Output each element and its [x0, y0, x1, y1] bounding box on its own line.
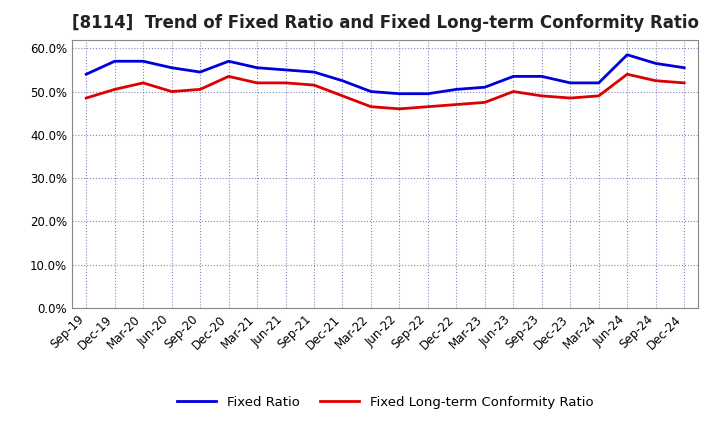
Fixed Long-term Conformity Ratio	[452, 102, 461, 107]
Line: Fixed Long-term Conformity Ratio: Fixed Long-term Conformity Ratio	[86, 74, 684, 109]
Fixed Ratio	[366, 89, 375, 94]
Fixed Ratio	[310, 70, 318, 75]
Fixed Ratio	[480, 84, 489, 90]
Fixed Ratio	[253, 65, 261, 70]
Fixed Long-term Conformity Ratio	[167, 89, 176, 94]
Fixed Ratio	[82, 72, 91, 77]
Fixed Long-term Conformity Ratio	[310, 82, 318, 88]
Fixed Ratio	[595, 80, 603, 85]
Fixed Ratio	[167, 65, 176, 70]
Fixed Long-term Conformity Ratio	[566, 95, 575, 101]
Fixed Long-term Conformity Ratio	[652, 78, 660, 83]
Fixed Ratio	[282, 67, 290, 73]
Fixed Long-term Conformity Ratio	[110, 87, 119, 92]
Line: Fixed Ratio: Fixed Ratio	[86, 55, 684, 94]
Fixed Ratio	[652, 61, 660, 66]
Fixed Ratio	[680, 65, 688, 70]
Fixed Long-term Conformity Ratio	[623, 72, 631, 77]
Fixed Long-term Conformity Ratio	[282, 80, 290, 85]
Fixed Long-term Conformity Ratio	[253, 80, 261, 85]
Fixed Ratio	[566, 80, 575, 85]
Legend: Fixed Ratio, Fixed Long-term Conformity Ratio: Fixed Ratio, Fixed Long-term Conformity …	[171, 391, 599, 414]
Fixed Ratio	[509, 74, 518, 79]
Fixed Ratio	[537, 74, 546, 79]
Fixed Ratio	[225, 59, 233, 64]
Fixed Long-term Conformity Ratio	[395, 106, 404, 111]
Fixed Ratio	[423, 91, 432, 96]
Fixed Ratio	[395, 91, 404, 96]
Fixed Long-term Conformity Ratio	[537, 93, 546, 99]
Fixed Long-term Conformity Ratio	[680, 80, 688, 85]
Fixed Long-term Conformity Ratio	[82, 95, 91, 101]
Fixed Long-term Conformity Ratio	[366, 104, 375, 109]
Fixed Ratio	[139, 59, 148, 64]
Fixed Long-term Conformity Ratio	[196, 87, 204, 92]
Fixed Ratio	[623, 52, 631, 57]
Fixed Long-term Conformity Ratio	[139, 80, 148, 85]
Title: [8114]  Trend of Fixed Ratio and Fixed Long-term Conformity Ratio: [8114] Trend of Fixed Ratio and Fixed Lo…	[72, 15, 698, 33]
Fixed Long-term Conformity Ratio	[509, 89, 518, 94]
Fixed Long-term Conformity Ratio	[225, 74, 233, 79]
Fixed Long-term Conformity Ratio	[480, 100, 489, 105]
Fixed Long-term Conformity Ratio	[338, 93, 347, 99]
Fixed Ratio	[338, 78, 347, 83]
Fixed Ratio	[452, 87, 461, 92]
Fixed Ratio	[110, 59, 119, 64]
Fixed Long-term Conformity Ratio	[595, 93, 603, 99]
Fixed Ratio	[196, 70, 204, 75]
Fixed Long-term Conformity Ratio	[423, 104, 432, 109]
